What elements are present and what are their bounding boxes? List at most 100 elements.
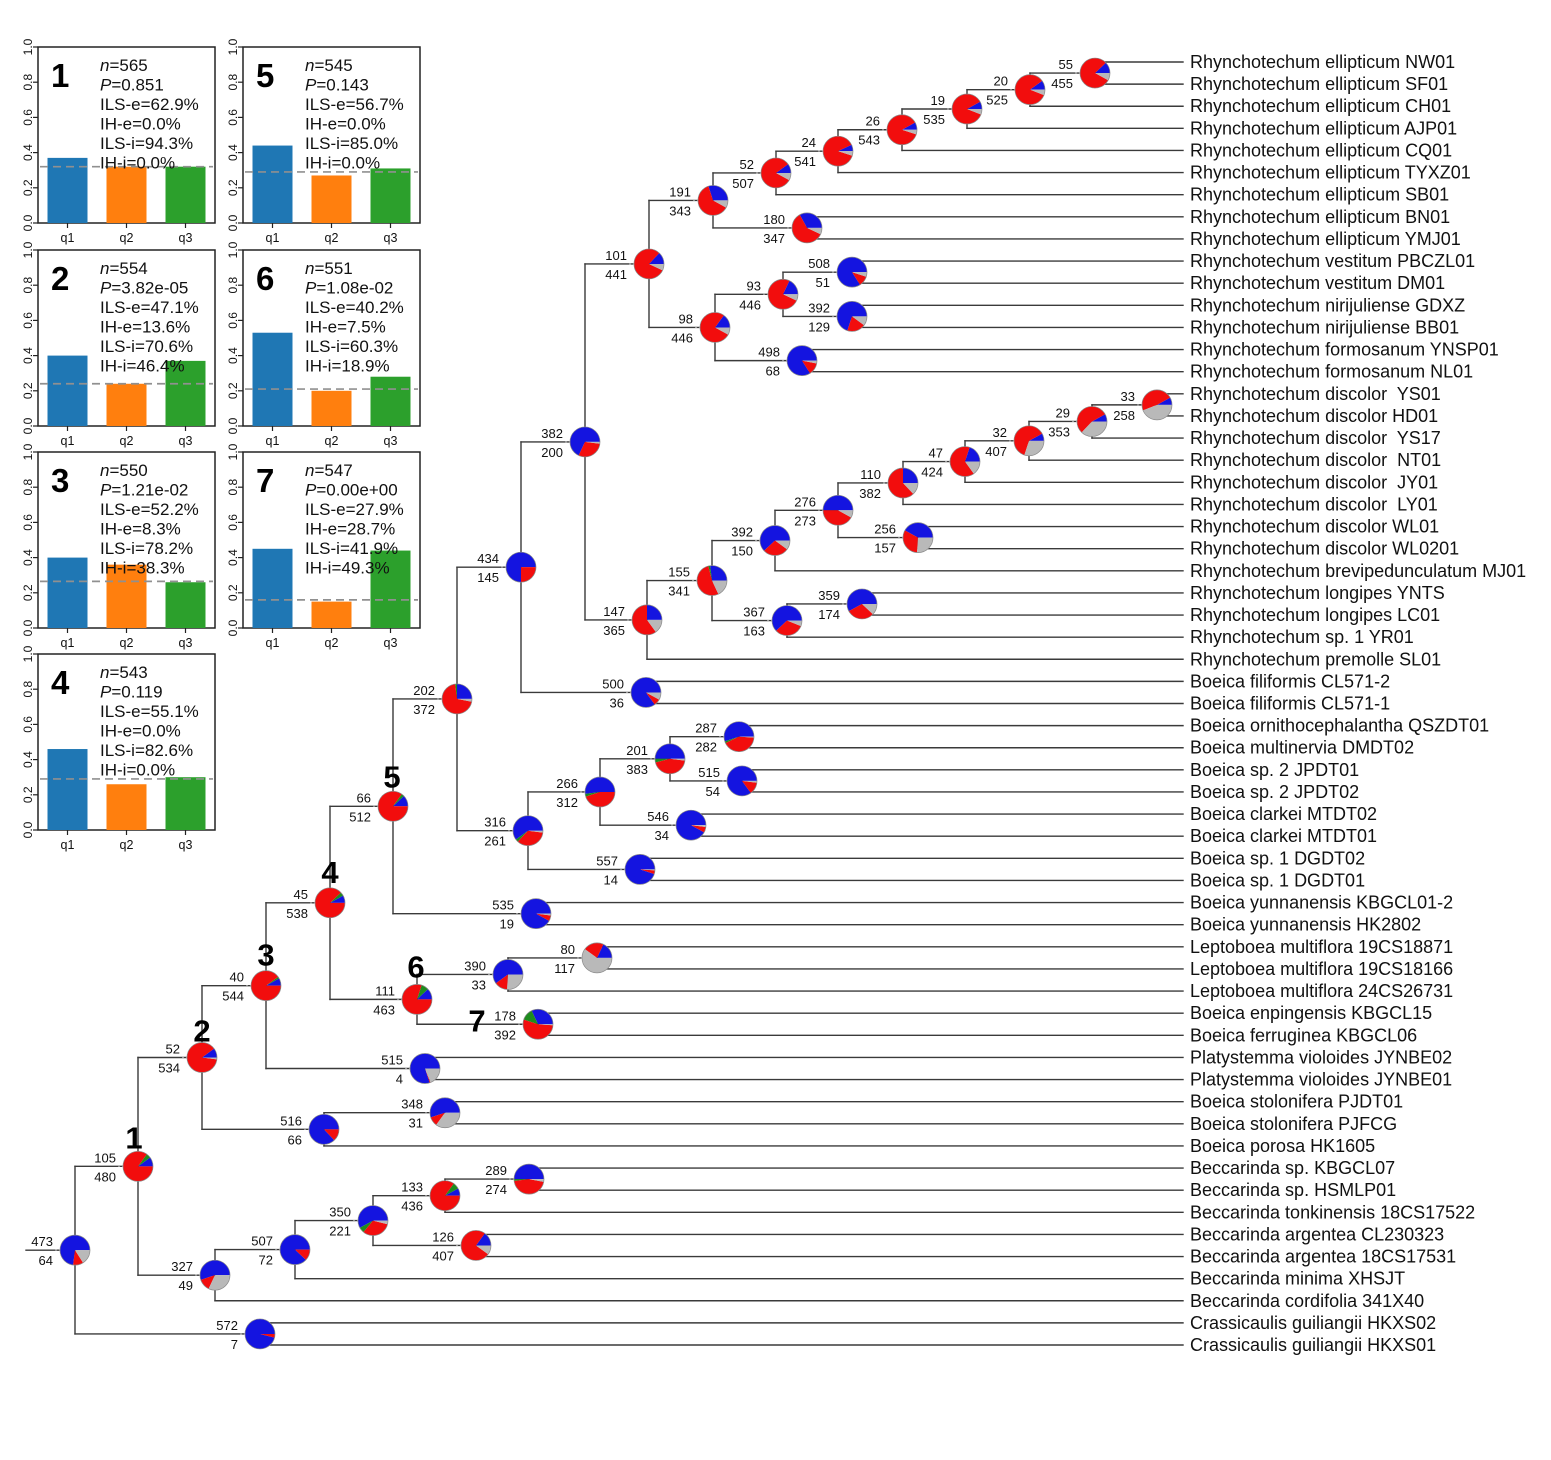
tip-label: Boeica ornithocephalantha QSZDT01	[1190, 716, 1489, 736]
node-support-numerator: 178	[494, 1008, 516, 1023]
pie-slice	[309, 1114, 339, 1145]
node-support-denominator: 221	[329, 1224, 351, 1239]
stat-line: ILS-i=60.3%	[305, 337, 398, 356]
pie-slice	[903, 467, 918, 483]
pie-slice	[1092, 414, 1107, 422]
y-tick-label: 0.4	[21, 347, 35, 364]
pie-slice	[597, 944, 612, 958]
pie-slice	[837, 301, 867, 331]
node-support-denominator: 68	[766, 364, 780, 379]
pie-slice	[529, 1179, 544, 1182]
node-support-denominator: 54	[706, 784, 720, 799]
tip-label: Platystemma violoides JYNBE01	[1190, 1070, 1452, 1090]
stat-line: IH-e=7.5%	[305, 318, 386, 337]
y-tick-label: 0.4	[226, 144, 240, 161]
tip-label: Boeica enpingensis KBGCL15	[1190, 1003, 1432, 1023]
node-support-denominator: 424	[921, 465, 943, 480]
tip-label: Rhynchotechum vestitum DM01	[1190, 273, 1445, 293]
pie-slice	[715, 315, 730, 328]
pie-slice	[634, 248, 663, 279]
y-tick-label: 0.0	[226, 619, 240, 636]
pie-slice	[862, 603, 877, 615]
node-support-denominator: 480	[94, 1169, 116, 1184]
bar-q1	[47, 557, 88, 628]
panel-numeral: 7	[256, 462, 274, 499]
node-support-denominator: 117	[554, 961, 575, 976]
node-support-numerator: 327	[171, 1259, 193, 1274]
stat-n: n=550	[100, 461, 148, 480]
clade-numeral: 3	[257, 938, 274, 973]
pie-slice	[507, 974, 523, 990]
x-tick-label: q3	[179, 434, 193, 448]
node-pie	[409, 1053, 441, 1084]
bar-q1	[252, 145, 293, 223]
pie-slice	[1081, 421, 1107, 437]
tip-label: Boeica clarkei MTDT01	[1190, 826, 1377, 846]
pie-slice	[417, 989, 432, 1000]
node-pie	[569, 426, 601, 458]
pie-slice	[280, 1234, 310, 1265]
pie-slice	[700, 312, 729, 343]
x-tick-label: q1	[61, 434, 75, 448]
node-pie	[791, 212, 823, 244]
pie-slice	[725, 736, 754, 752]
node-pie	[377, 790, 409, 822]
pie-slice	[363, 1220, 388, 1236]
pie-slice	[698, 186, 727, 216]
pie-slice	[514, 1179, 544, 1195]
stat-line: ILS-e=47.1%	[100, 298, 199, 317]
tip-label: Rhynchotechum formosanum YNSP01	[1190, 340, 1499, 360]
x-tick-label: q3	[384, 636, 398, 650]
pie-slice	[852, 272, 867, 277]
y-tick-label: 0.6	[226, 109, 240, 126]
node-pie	[951, 93, 983, 125]
tip-label: Rhynchotechum formosanum NL01	[1190, 362, 1473, 382]
node-pie	[697, 185, 729, 216]
node-pie	[723, 721, 755, 753]
bar-q3	[370, 376, 411, 426]
stat-line: IH-i=46.4%	[100, 357, 185, 376]
x-tick-label: q2	[325, 636, 339, 650]
stat-n: n=565	[100, 56, 148, 75]
x-tick-label: q3	[384, 231, 398, 245]
pie-slice	[202, 1048, 217, 1058]
stat-n: n=551	[305, 259, 353, 278]
node-pie	[759, 525, 791, 556]
pie-slice	[670, 758, 685, 761]
node-support-denominator: 382	[859, 486, 881, 501]
tip-label: Beccarinda tonkinensis 18CS17522	[1190, 1202, 1475, 1222]
pie-slice	[513, 815, 543, 840]
y-tick-label: 0.6	[226, 312, 240, 329]
pie-slice	[455, 683, 457, 699]
pie-slice	[1095, 73, 1110, 81]
y-tick-label: 0.6	[21, 716, 35, 733]
pie-slice	[902, 122, 917, 130]
node-pie	[836, 256, 868, 288]
pie-slice	[495, 974, 508, 990]
node-support-numerator: 392	[731, 525, 753, 540]
tip-label: Boeica sp. 2 JPDT02	[1190, 782, 1359, 802]
stat-line: ILS-e=40.2%	[305, 298, 404, 317]
panel-numeral: 4	[51, 664, 70, 701]
tip-label: Boeica stolonifera PJDT01	[1190, 1092, 1403, 1112]
node-pie	[522, 1008, 554, 1040]
pie-slice	[393, 794, 404, 807]
tip-label: Beccarinda sp. HSMLP01	[1190, 1180, 1396, 1200]
pie-slice	[764, 540, 788, 556]
node-pie	[492, 959, 524, 990]
node-support-denominator: 174	[818, 607, 840, 622]
node-pie	[429, 1097, 461, 1129]
pie-slice	[772, 605, 802, 631]
bar-q2	[311, 601, 352, 628]
pie-slice	[724, 736, 739, 744]
pie-slice	[425, 1068, 440, 1083]
stat-line: ILS-e=52.2%	[100, 500, 199, 519]
node-support-numerator: 40	[230, 970, 244, 985]
pie-slice	[967, 101, 982, 110]
node-support-numerator: 382	[541, 426, 563, 441]
bar-q3	[165, 166, 206, 223]
pie-slice	[775, 540, 790, 550]
x-tick-label: q2	[325, 231, 339, 245]
tip-label: Crassicaulis guiliangii HKXS01	[1190, 1335, 1436, 1355]
node-pie	[1014, 74, 1046, 106]
